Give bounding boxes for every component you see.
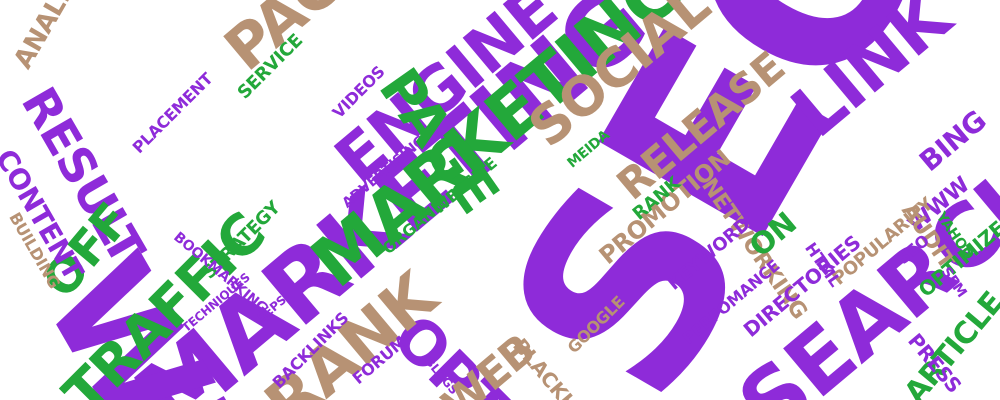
word-placement: PLACEMENT (128, 69, 217, 158)
word-analysis: ANALYSIS (8, 0, 103, 74)
